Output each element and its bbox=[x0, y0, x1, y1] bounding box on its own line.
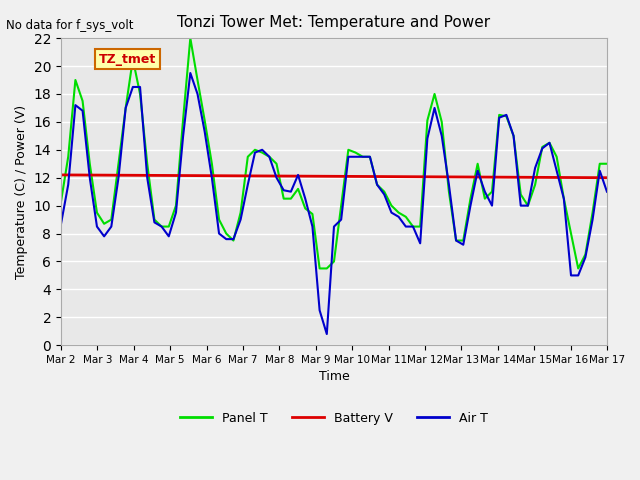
Battery V bbox=[203, 173, 211, 179]
Battery V bbox=[79, 172, 87, 178]
Panel T bbox=[316, 265, 323, 271]
Panel T bbox=[244, 154, 252, 160]
Air T bbox=[244, 182, 252, 188]
Title: Tonzi Tower Met: Temperature and Power: Tonzi Tower Met: Temperature and Power bbox=[177, 15, 490, 30]
Line: Battery V: Battery V bbox=[61, 175, 607, 178]
Panel T bbox=[186, 35, 194, 41]
X-axis label: Time: Time bbox=[319, 371, 349, 384]
Air T bbox=[251, 150, 259, 156]
Air T bbox=[323, 331, 331, 337]
Panel T bbox=[287, 196, 295, 202]
Air T bbox=[373, 182, 381, 188]
Line: Panel T: Panel T bbox=[61, 38, 607, 268]
Text: No data for f_sys_volt: No data for f_sys_volt bbox=[6, 19, 134, 32]
Air T bbox=[165, 233, 173, 239]
Legend: Panel T, Battery V, Air T: Panel T, Battery V, Air T bbox=[175, 407, 493, 430]
Air T bbox=[57, 221, 65, 227]
Air T bbox=[603, 189, 611, 194]
Battery V bbox=[90, 172, 98, 178]
Battery V bbox=[575, 175, 583, 180]
Air T bbox=[301, 196, 309, 202]
Battery V bbox=[556, 175, 564, 180]
Panel T bbox=[603, 161, 611, 167]
Battery V bbox=[159, 172, 166, 178]
Panel T bbox=[373, 182, 381, 188]
Battery V bbox=[603, 175, 611, 180]
Battery V bbox=[57, 172, 65, 178]
Panel T bbox=[251, 147, 259, 153]
Panel T bbox=[57, 199, 65, 204]
Y-axis label: Temperature (C) / Power (V): Temperature (C) / Power (V) bbox=[15, 105, 28, 279]
Air T bbox=[186, 70, 194, 76]
Line: Air T: Air T bbox=[61, 73, 607, 334]
Text: TZ_tmet: TZ_tmet bbox=[99, 53, 157, 66]
Panel T bbox=[165, 224, 173, 229]
Panel T bbox=[301, 205, 309, 211]
Air T bbox=[287, 189, 295, 194]
